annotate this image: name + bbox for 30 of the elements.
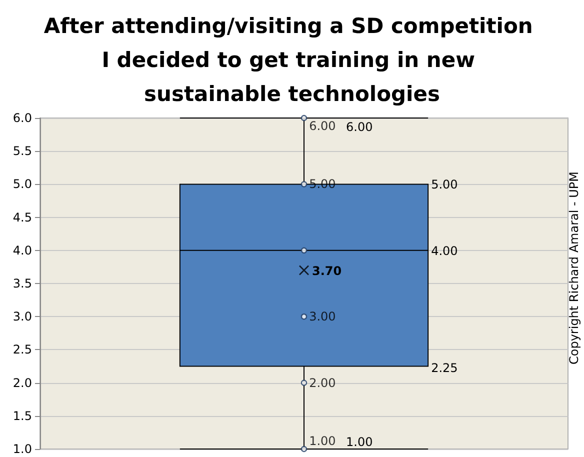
- y-tick-label: 1.5: [12, 408, 32, 423]
- annotation: 5.00: [431, 178, 458, 192]
- y-tick-label: 4.5: [12, 210, 32, 224]
- point: [300, 380, 308, 386]
- point: [300, 114, 308, 122]
- point: [300, 446, 308, 452]
- annotation: Copyright Richard Amaral - UPM: [567, 171, 581, 365]
- y-tick-label: 6.0: [12, 111, 32, 125]
- annotation: 1.00: [346, 435, 373, 449]
- data-label: 1.00: [309, 434, 336, 448]
- data-label: 5.00: [309, 177, 336, 192]
- y-tick-label: 3.5: [12, 276, 32, 290]
- y-tick-label: 2.5: [12, 342, 32, 357]
- annotation: 3.70: [312, 264, 342, 278]
- chart-title: After attending/visiting a SD competition I decided to get training in new sustainable technologies: [44, 14, 540, 106]
- annotation: 2.25: [431, 360, 458, 375]
- data-label: 2.00: [309, 376, 336, 390]
- y-tick-label: 2.0: [12, 376, 32, 390]
- data-label: 6.00: [309, 119, 336, 133]
- point: [300, 181, 308, 188]
- annotation: 4.00: [431, 244, 458, 258]
- y-tick-label: 1.0: [12, 442, 32, 456]
- y-tick-label: 5.5: [12, 144, 32, 158]
- y-tick-label: 5.0: [12, 177, 32, 192]
- y-tick-label: 3.0: [12, 310, 32, 324]
- annotation: 6.00: [346, 120, 373, 134]
- y-tick-label: 4.0: [12, 243, 32, 258]
- data-label: 3.00: [309, 310, 336, 324]
- point: [300, 247, 308, 254]
- point: [300, 314, 308, 320]
